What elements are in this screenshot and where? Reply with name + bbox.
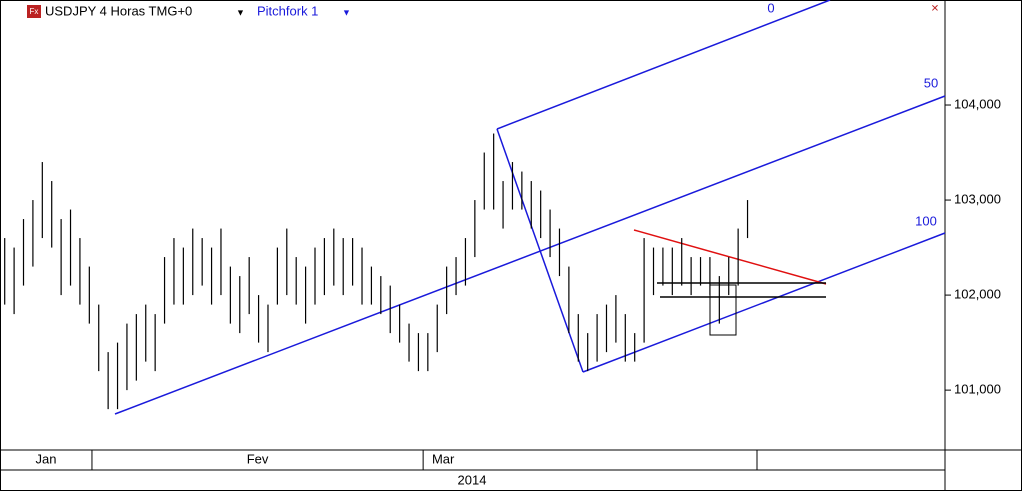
indicator[interactable]: Pitchfork 1 <box>257 3 318 18</box>
y-tick-label: 101,000 <box>954 382 1001 397</box>
pitchfork-label: 50 <box>924 75 938 90</box>
symbol[interactable]: USDJPY 4 Horas TMG+0 <box>45 3 192 18</box>
dropdown-arrow[interactable]: ▼ <box>236 7 245 17</box>
rectangle <box>709 284 737 336</box>
x-tick-label: Jan <box>35 451 56 466</box>
close-icon[interactable]: ✕ <box>931 4 939 15</box>
y-tick-label: 103,000 <box>954 191 1001 206</box>
x-tick-label: Fev <box>247 451 269 466</box>
y-tick-label: 104,000 <box>954 96 1001 111</box>
pitchfork-label: 0 <box>767 0 774 15</box>
year-label: 2014 <box>458 472 487 487</box>
icon-text: Fx <box>30 7 39 16</box>
x-tick-label: Mar <box>432 451 455 466</box>
pitchfork-label: 100 <box>915 213 937 228</box>
symbol-icon <box>27 5 41 18</box>
dropdown-arrow[interactable]: ▼ <box>342 7 351 17</box>
y-tick-label: 102,000 <box>954 287 1001 302</box>
trend-line <box>633 229 827 285</box>
